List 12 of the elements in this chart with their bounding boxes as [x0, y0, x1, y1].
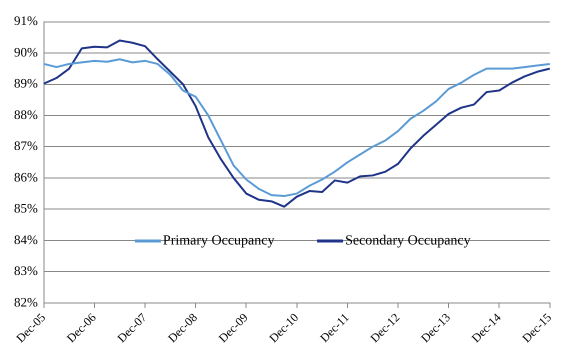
y-tick-label: 86%	[14, 169, 38, 184]
y-tick-label: 91%	[14, 13, 38, 28]
y-tick-label: 83%	[14, 263, 38, 278]
y-tick-label: 90%	[14, 44, 38, 60]
y-tick-label: 88%	[14, 106, 38, 122]
y-tick-label: 87%	[14, 138, 38, 154]
y-tick-label: 84%	[14, 232, 38, 247]
y-tick-label: 82%	[14, 294, 38, 310]
y-tick-label: 85%	[14, 200, 38, 216]
legend-label: Secondary Occupancy	[345, 234, 471, 249]
y-tick-label: 89%	[14, 76, 38, 91]
legend-label: Primary Occupancy	[162, 234, 274, 249]
